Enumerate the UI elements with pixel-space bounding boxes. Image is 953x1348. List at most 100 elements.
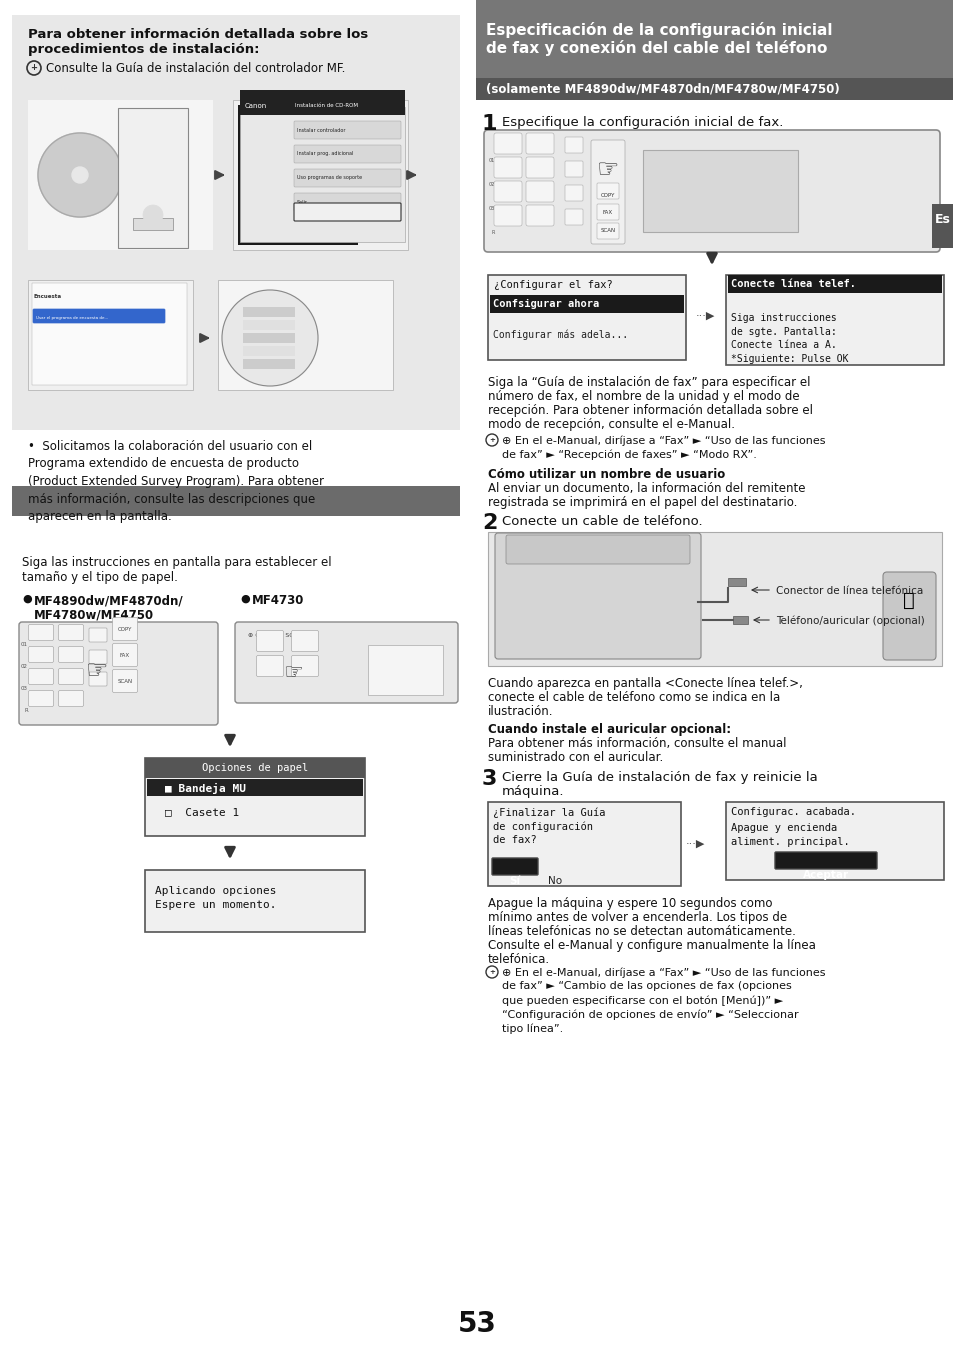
Text: Canon: Canon <box>245 102 267 109</box>
Bar <box>243 359 294 369</box>
Text: Confsigurar ahora: Confsigurar ahora <box>493 299 598 309</box>
FancyBboxPatch shape <box>58 669 84 685</box>
Bar <box>490 295 683 313</box>
Text: Aceptar: Aceptar <box>802 869 848 880</box>
Bar <box>12 487 459 516</box>
Text: Es: Es <box>934 213 950 226</box>
Bar <box>243 307 294 317</box>
Bar <box>725 275 943 365</box>
FancyBboxPatch shape <box>492 857 537 875</box>
Text: modo de recepción, consulte el e-Manual.: modo de recepción, consulte el e-Manual. <box>488 418 734 431</box>
FancyBboxPatch shape <box>256 631 283 651</box>
Circle shape <box>71 167 88 183</box>
Text: registrada se imprimirá en el papel del destinatario.: registrada se imprimirá en el papel del … <box>488 496 797 510</box>
FancyBboxPatch shape <box>597 222 618 239</box>
Bar <box>642 150 797 232</box>
Text: MF4780w/MF4750: MF4780w/MF4750 <box>34 609 154 621</box>
Text: Ajuste del tamaño y el tipo del papel: Ajuste del tamaño y el tipo del papel <box>22 523 327 538</box>
FancyBboxPatch shape <box>112 670 137 693</box>
Bar <box>727 275 941 293</box>
FancyBboxPatch shape <box>525 181 554 202</box>
Text: ilustración.: ilustración. <box>488 705 553 718</box>
Circle shape <box>38 133 122 217</box>
Text: Sí: Sí <box>509 876 520 886</box>
FancyBboxPatch shape <box>292 631 318 651</box>
Bar <box>488 802 680 886</box>
Text: de fax?: de fax? <box>493 834 537 845</box>
Text: recepción. Para obtener información detallada sobre el: recepción. Para obtener información deta… <box>488 404 812 417</box>
Text: +: + <box>489 969 495 975</box>
FancyBboxPatch shape <box>294 121 400 139</box>
Text: aliment. principal.: aliment. principal. <box>730 837 849 847</box>
Text: ■ Bandeja MU: ■ Bandeja MU <box>165 782 246 794</box>
FancyBboxPatch shape <box>19 621 218 725</box>
Text: Siga instrucciones
de sgte. Pantalla:
Conecte línea a A.
*Siguiente: Pulse OK: Siga instrucciones de sgte. Pantalla: Co… <box>730 313 847 364</box>
FancyBboxPatch shape <box>89 673 107 686</box>
Text: MF4730: MF4730 <box>252 594 304 607</box>
FancyBboxPatch shape <box>564 209 582 225</box>
Text: “Configuración de opciones de envío” ► “Seleccionar: “Configuración de opciones de envío” ► “… <box>501 1010 798 1019</box>
Bar <box>931 204 953 248</box>
Text: ●: ● <box>240 594 250 604</box>
Text: ☞: ☞ <box>86 659 108 683</box>
FancyBboxPatch shape <box>234 621 457 704</box>
Bar <box>243 333 294 342</box>
Text: ⊕ COPY / ⇪ SCAN: ⊕ COPY / ⇪ SCAN <box>248 634 302 638</box>
FancyBboxPatch shape <box>58 624 84 640</box>
Text: Especificación de la configuración inicial: Especificación de la configuración inici… <box>485 22 832 38</box>
Bar <box>145 758 365 836</box>
Text: Apague y encienda: Apague y encienda <box>730 824 837 833</box>
Text: (solamente MF4890dw/MF4870dn/MF4780w/MF4750): (solamente MF4890dw/MF4870dn/MF4780w/MF4… <box>485 82 839 96</box>
Circle shape <box>143 205 163 225</box>
FancyBboxPatch shape <box>564 185 582 201</box>
Text: Configurac. acabada.: Configurac. acabada. <box>730 807 855 817</box>
Text: Cuando instale el auricular opcional:: Cuando instale el auricular opcional: <box>488 723 730 736</box>
Text: líneas telefónicas no se detectan automáticamente.: líneas telefónicas no se detectan automá… <box>488 925 795 938</box>
Text: FAX: FAX <box>602 209 613 214</box>
Text: +: + <box>489 437 495 443</box>
Text: de configuración: de configuración <box>493 821 593 832</box>
FancyBboxPatch shape <box>33 309 165 324</box>
Text: FAX: FAX <box>120 652 130 658</box>
FancyBboxPatch shape <box>112 617 137 640</box>
Text: Cuando aparezca en pantalla <Conecte línea telef.>,: Cuando aparezca en pantalla <Conecte lín… <box>488 677 802 690</box>
Text: 03: 03 <box>21 686 28 692</box>
Text: R: R <box>491 229 495 235</box>
Text: Siga las instrucciones en pantalla para establecer el: Siga las instrucciones en pantalla para … <box>22 555 332 569</box>
Text: +: + <box>30 63 37 73</box>
FancyBboxPatch shape <box>294 193 400 212</box>
Text: ¿Configurar el fax?: ¿Configurar el fax? <box>494 280 612 290</box>
Text: 01: 01 <box>488 158 495 163</box>
FancyBboxPatch shape <box>525 205 554 226</box>
FancyBboxPatch shape <box>112 643 137 666</box>
Text: Instalar prog. adicional: Instalar prog. adicional <box>296 151 353 156</box>
Text: 1: 1 <box>481 115 497 133</box>
Text: tamaño y el tipo de papel.: tamaño y el tipo de papel. <box>22 572 177 584</box>
FancyBboxPatch shape <box>774 852 876 869</box>
FancyBboxPatch shape <box>29 624 53 640</box>
Bar <box>240 90 405 115</box>
Text: SCAN: SCAN <box>599 229 615 233</box>
FancyBboxPatch shape <box>525 156 554 178</box>
Text: Espere un momento.: Espere un momento. <box>154 900 276 910</box>
FancyBboxPatch shape <box>29 669 53 685</box>
Bar <box>28 100 213 249</box>
Text: Conecte un cable de teléfono.: Conecte un cable de teléfono. <box>501 515 702 528</box>
Bar <box>725 802 943 880</box>
Text: conecte el cable de teléfono como se indica en la: conecte el cable de teléfono como se ind… <box>488 692 780 704</box>
FancyBboxPatch shape <box>29 647 53 662</box>
Text: Salir: Salir <box>296 200 308 205</box>
FancyBboxPatch shape <box>494 156 521 178</box>
Text: Uso programas de soporte: Uso programas de soporte <box>296 175 362 181</box>
Bar <box>488 532 941 666</box>
Text: ☞: ☞ <box>597 158 618 182</box>
Bar <box>368 644 442 696</box>
Text: Aplicando opciones: Aplicando opciones <box>154 886 276 896</box>
Text: 03: 03 <box>488 205 495 210</box>
Text: 2: 2 <box>481 514 497 532</box>
FancyBboxPatch shape <box>495 532 700 659</box>
Text: 02: 02 <box>21 665 28 670</box>
FancyBboxPatch shape <box>294 204 400 221</box>
FancyBboxPatch shape <box>89 628 107 642</box>
Text: que pueden especificarse con el botón [Menú])” ►: que pueden especificarse con el botón [M… <box>501 995 782 1006</box>
